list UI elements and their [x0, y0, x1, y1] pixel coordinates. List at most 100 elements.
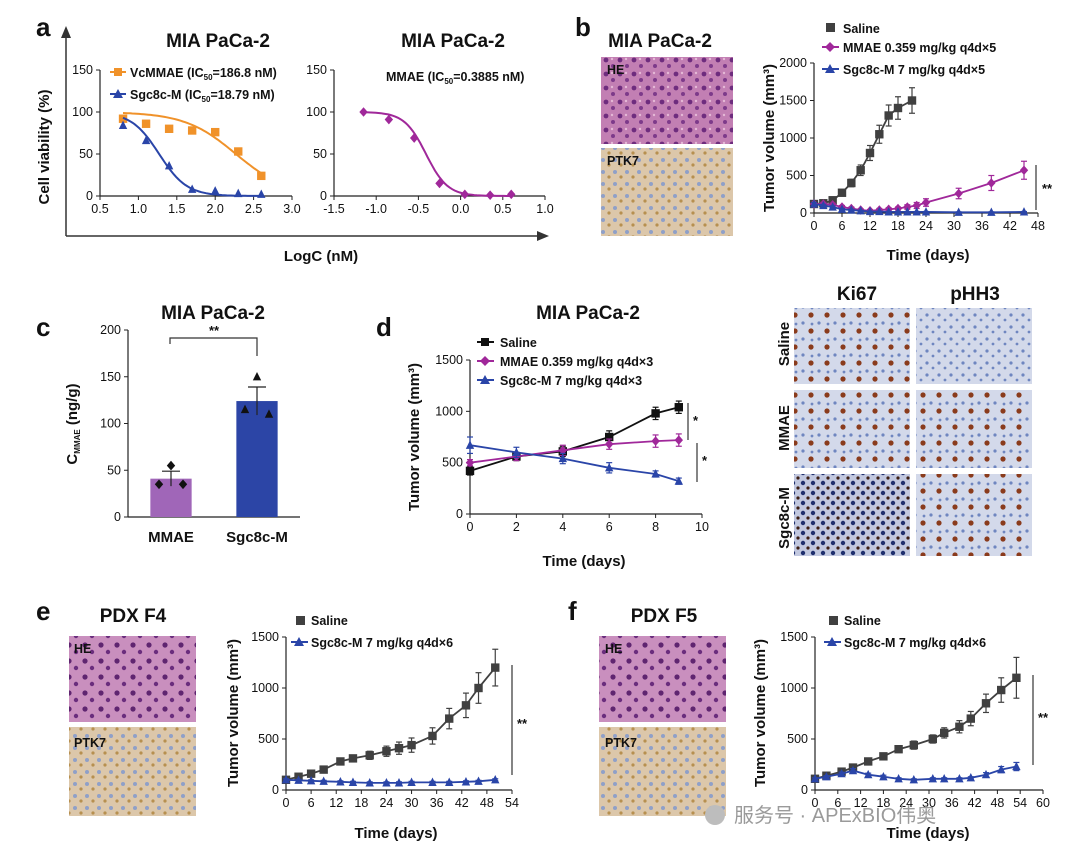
- panel-e-ptk7-image: [69, 727, 196, 816]
- b-data-point: [856, 166, 865, 175]
- c-ytick-label: 150: [100, 370, 121, 384]
- legend-b-mmae-marker: [825, 42, 835, 52]
- f-data-point: [822, 771, 831, 781]
- a-left-data-point: [164, 160, 174, 170]
- e-series-line: [285, 667, 496, 781]
- panel-letter-c: c: [36, 312, 50, 342]
- f-ytick-label: 500: [787, 732, 808, 746]
- c-replicate-point: [166, 460, 176, 471]
- b-xtick-label: 6: [839, 219, 846, 233]
- f-xtick-label: 30: [922, 796, 936, 810]
- legend-vcmmae-marker: [114, 68, 122, 76]
- a-right-xtick-label: 0.0: [452, 202, 469, 216]
- b-series-line: [813, 203, 1025, 214]
- b-xtick-label: 0: [811, 219, 818, 233]
- b-xtick-label: 24: [919, 219, 933, 233]
- legend-d-mmae: MMAE 0.359 mg/kg q4d×3: [500, 355, 653, 369]
- f-data-point: [837, 768, 846, 778]
- b-data-point: [837, 204, 847, 213]
- e-xtick-label: 54: [505, 796, 519, 810]
- f-data-point: [864, 769, 873, 779]
- plot-a-left: 0.5 1.0 1.5 2.0 2.5 3.0 0 50 100 150: [72, 63, 301, 216]
- c-category-label: MMAE: [148, 529, 194, 546]
- d-ytick-label: 0: [456, 507, 463, 521]
- f-data-point: [997, 764, 1006, 774]
- e-data-point: [407, 777, 416, 786]
- a-right-ytick-label: 150: [306, 63, 327, 77]
- panel-e-legend: Saline Sgc8c-M 7 mg/kg q4d×6: [291, 614, 453, 650]
- b-xtick-label: 42: [1003, 219, 1017, 233]
- e-data-point: [319, 765, 328, 774]
- f-xtick-label: 6: [834, 796, 841, 810]
- d-xtick-label: 2: [513, 520, 520, 534]
- legend-f-sgc8c-marker: [827, 637, 837, 646]
- panel-b-ptk7-image: [601, 148, 733, 236]
- panel-e-ptk7-label: PTK7: [74, 736, 106, 750]
- b-ytick-label: 0: [800, 206, 807, 220]
- c-replicate-point: [178, 479, 188, 490]
- f-data-point: [997, 685, 1006, 695]
- legend-b-sgc8c-marker: [825, 64, 835, 73]
- panel-d-xlabel: Time (days): [542, 553, 625, 570]
- f-data-point: [894, 773, 903, 783]
- c-bar: [236, 401, 278, 517]
- a-right-data-point: [409, 133, 419, 143]
- panel-f-title: PDX F5: [631, 606, 698, 627]
- panel-b-title: MIA PaCa-2: [608, 31, 712, 52]
- b-ytick-label: 500: [786, 169, 807, 183]
- a-left-data-point: [164, 124, 174, 133]
- a-left-xtick-label: 2.0: [207, 202, 224, 216]
- a-left-data-point: [211, 127, 220, 137]
- legend-d-saline-marker: [481, 338, 489, 346]
- f-xtick-label: 12: [854, 796, 868, 810]
- c-ytick-label: 200: [100, 323, 121, 337]
- d-data-point: [465, 457, 475, 468]
- b-xtick-label: 30: [947, 219, 961, 233]
- watermark-text: 服务号 · APExBIO伟奥: [734, 804, 936, 827]
- d-data-point: [465, 466, 475, 476]
- e-data-point: [281, 775, 291, 784]
- a-right-xtick-label: -1.5: [323, 202, 345, 216]
- panel-d-legend: Saline MMAE 0.359 mg/kg q4d×3 Sgc8c-M 7 …: [477, 336, 653, 388]
- a-left-xtick-label: 3.0: [283, 202, 300, 216]
- panel-a-xlabel: LogC (nM): [284, 248, 358, 265]
- b-data-point: [912, 207, 921, 216]
- b-data-point: [954, 188, 963, 199]
- e-data-point: [461, 701, 471, 710]
- d-data-point: [558, 445, 567, 456]
- panel-a-ylabel: Cell viability (%): [36, 89, 53, 204]
- panel-a-left-title: MIA PaCa-2: [166, 31, 270, 52]
- b-data-point: [875, 206, 884, 216]
- f-data-point: [1012, 761, 1021, 771]
- plot-a-right: -1.5 -1.0 -0.5 0.0 0.5 1.0 0 50 100 150: [306, 63, 554, 216]
- legend-sgc8c-marker: [113, 89, 123, 98]
- e-data-point: [336, 777, 345, 786]
- a-left-data-point: [187, 126, 197, 135]
- legend-e-sgc8c-marker: [294, 637, 304, 646]
- b-ytick-label: 2000: [779, 56, 807, 70]
- d-ytick-label: 1500: [435, 353, 463, 367]
- legend-e-sgc8c: Sgc8c-M 7 mg/kg q4d×6: [311, 636, 453, 650]
- e-data-point: [382, 747, 391, 756]
- f-data-point: [928, 773, 937, 783]
- b-ytick-label: 1500: [779, 94, 807, 108]
- a-right-ytick-label: 100: [306, 105, 327, 119]
- b-data-point: [1019, 207, 1029, 216]
- f-data-point: [879, 771, 888, 781]
- e-xtick-label: 0: [283, 796, 290, 810]
- a-left-xtick-label: 0.5: [91, 202, 108, 216]
- a-left-ytick-label: 150: [72, 63, 93, 77]
- panel-d-sig1: *: [693, 413, 699, 428]
- panel-e-he-image: [69, 636, 196, 722]
- panel-f-ptk7-label: PTK7: [605, 736, 637, 750]
- b-data-point: [907, 96, 917, 105]
- f-xtick-label: 48: [990, 796, 1004, 810]
- a-left-xtick-label: 1.0: [130, 202, 147, 216]
- a-left-data-point: [118, 120, 128, 130]
- panel-f-ptk7-image: [599, 727, 726, 816]
- a-right-xtick-label: 1.0: [536, 202, 553, 216]
- panel-f-ylabel: Tumor volume (mm³): [752, 639, 769, 787]
- b-data-point: [828, 202, 837, 211]
- panel-b-ptk7-label: PTK7: [607, 154, 639, 168]
- panel-letter-d: d: [376, 312, 392, 342]
